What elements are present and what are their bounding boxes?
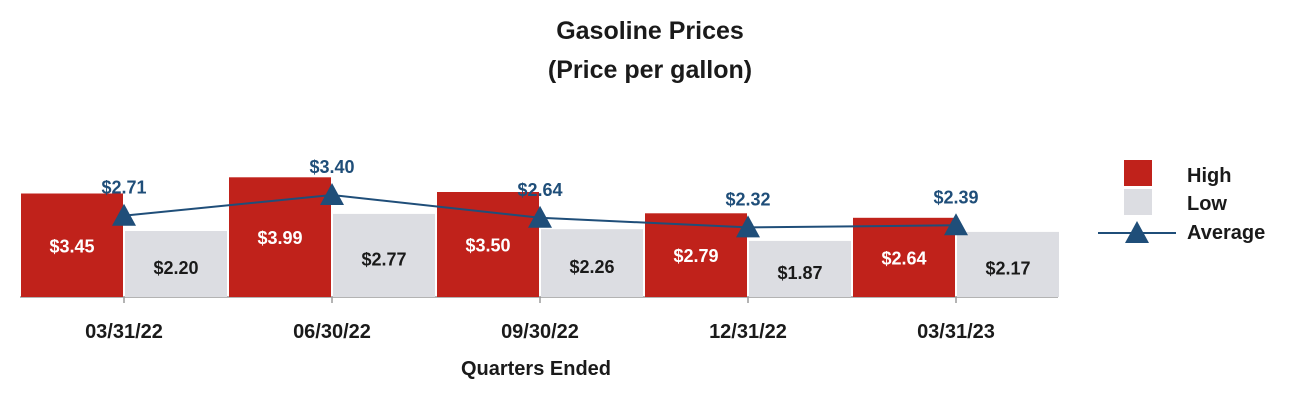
bar-low-label: $2.20	[153, 258, 198, 278]
average-label: $2.64	[517, 180, 562, 200]
legend: High Low Average	[1098, 160, 1265, 244]
legend-label-high: High	[1187, 165, 1231, 187]
bar-low	[749, 240, 851, 297]
average-marker	[320, 183, 344, 205]
bar-low	[541, 229, 643, 297]
x-tick-label: 03/31/22	[85, 321, 163, 343]
average-marker	[528, 205, 552, 228]
bar-low	[333, 213, 435, 297]
bar-high	[21, 193, 123, 297]
bar-high-label: $3.45	[49, 236, 94, 256]
chart-title: Gasoline Prices	[556, 17, 744, 45]
x-tick-label: 09/30/22	[501, 321, 579, 343]
x-tick-label: 03/31/23	[917, 321, 995, 343]
bar-high-label: $3.50	[465, 236, 510, 256]
legend-label-low: Low	[1187, 193, 1227, 215]
bar-high-label: $3.99	[257, 228, 302, 248]
bar-high-label: $2.79	[673, 246, 718, 266]
average-marker	[112, 203, 136, 226]
bar-low	[125, 231, 227, 297]
bar-low-label: $2.77	[361, 249, 406, 269]
legend-swatch-high	[1124, 160, 1152, 186]
average-marker	[736, 215, 760, 238]
chart-subtitle: (Price per gallon)	[548, 56, 752, 84]
bar-high-label: $2.64	[881, 248, 926, 268]
legend-marker-average	[1125, 221, 1149, 243]
average-label: $2.39	[933, 187, 978, 207]
average-label: $2.71	[101, 178, 146, 198]
x-tick-label: 12/31/22	[709, 321, 787, 343]
x-axis-title: Quarters Ended	[461, 358, 611, 380]
average-label: $3.40	[309, 157, 354, 177]
average-label: $2.32	[725, 189, 770, 209]
bar-low	[957, 231, 1059, 297]
bar-high	[853, 217, 955, 297]
bar-low-label: $1.87	[777, 263, 822, 283]
average-marker	[944, 213, 968, 236]
legend-label-average: Average	[1187, 222, 1265, 244]
x-tick-label: 06/30/22	[293, 321, 371, 343]
bar-low-label: $2.17	[985, 258, 1030, 278]
legend-swatch-low	[1124, 189, 1152, 215]
bar-high	[437, 192, 539, 297]
bar-low-label: $2.26	[569, 257, 614, 277]
plot-area: $3.45 $2.20 03/31/22 $3.99 $2.77 06/30/22 $3.5…	[20, 157, 1059, 343]
